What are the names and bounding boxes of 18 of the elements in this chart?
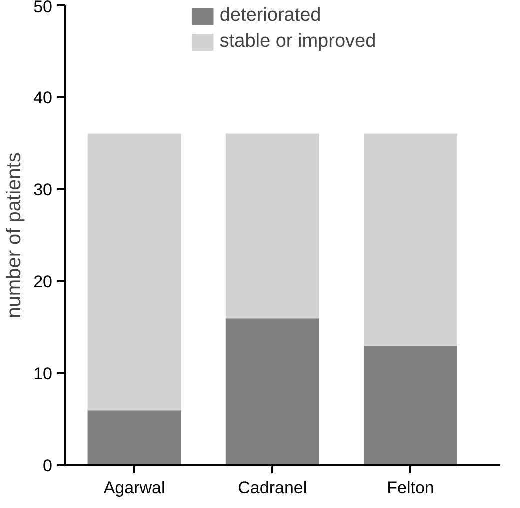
x-tick-label: Agarwal: [104, 478, 166, 498]
x-tick-label: Felton: [387, 478, 434, 498]
bar: [226, 318, 320, 466]
legend-label: deteriorated: [220, 5, 322, 27]
y-tick-label: 0: [43, 456, 53, 476]
legend-label: stable or improved: [220, 31, 376, 53]
bar: [364, 345, 458, 466]
y-tick-label: 40: [34, 88, 53, 108]
y-tick-label: 50: [34, 0, 53, 16]
y-tick-label: 30: [34, 180, 53, 200]
y-tick-label: 20: [34, 272, 53, 292]
bar: [364, 134, 458, 346]
y-axis-title: number of patients: [4, 152, 26, 318]
bar: [88, 134, 182, 411]
bar: [226, 134, 320, 319]
bar: [88, 410, 182, 466]
x-tick-label: Cadranel: [238, 478, 308, 498]
y-tick-label: 10: [34, 364, 53, 384]
